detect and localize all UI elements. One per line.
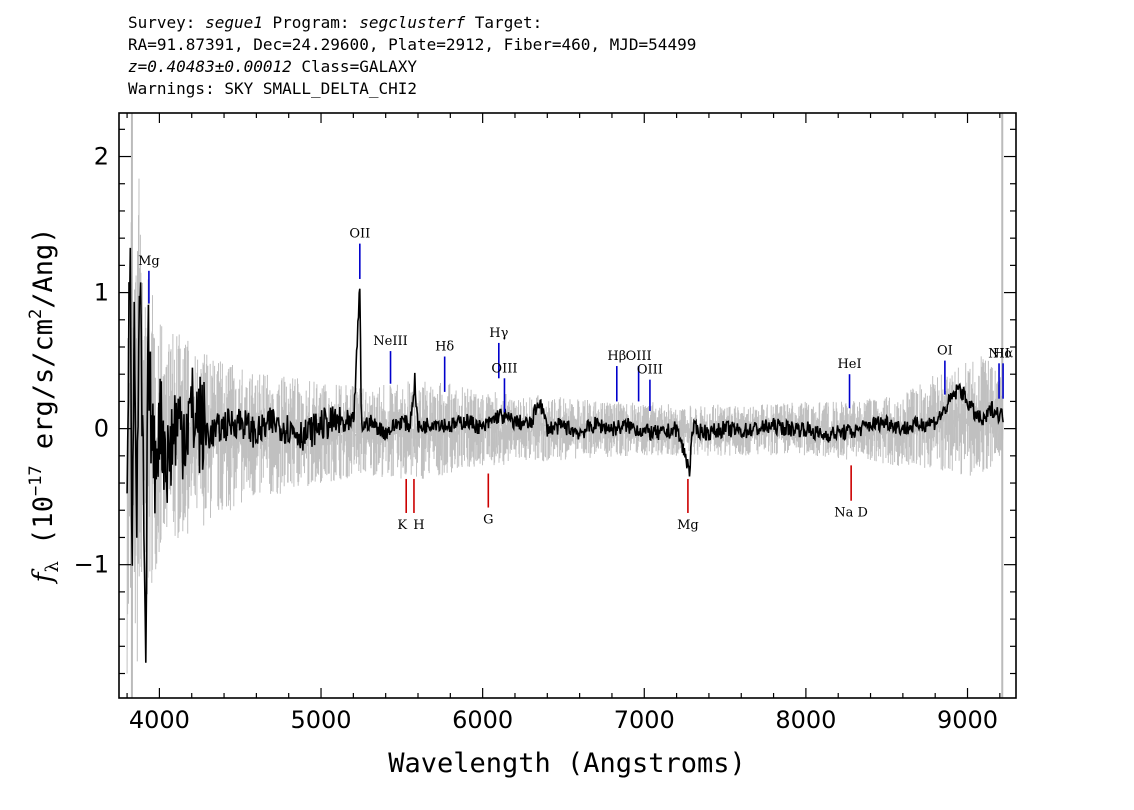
program-name: segclusterf <box>359 13 466 32</box>
svg-text:fλ (10−17 erg/s/cm2/Ang): fλ (10−17 erg/s/cm2/Ang) <box>26 227 63 584</box>
flux-line <box>126 247 1004 663</box>
target-label: Target: <box>465 13 543 32</box>
x-axis-label: Wavelength (Angstroms) <box>388 748 746 779</box>
header-coordinates-line: RA=91.87391, Dec=24.29600, Plate=2912, F… <box>128 35 697 54</box>
emission-label-10: OI <box>937 344 953 359</box>
emission-label-11: NII <box>988 346 1010 361</box>
emission-label-5: OIII <box>491 361 517 376</box>
redshift-value: z=0.40483±0.00012 <box>128 57 292 76</box>
y-tick-label-1: 0 <box>94 415 109 443</box>
emission-label-4: Hγ <box>489 326 508 341</box>
emission-label-2: NeIII <box>373 334 407 349</box>
x-tick-label-5000: 5000 <box>290 706 351 734</box>
header-warnings-line: Warnings: SKY SMALL_DELTA_CHI2 <box>128 79 417 98</box>
header-survey-line: Survey: segue1 Program: segclusterf Targ… <box>128 12 696 34</box>
program-prefix: Program: <box>262 13 360 32</box>
survey-name: segue1 <box>205 13 263 32</box>
x-tick-label-4000: 4000 <box>129 706 190 734</box>
absorption-label-4: Na D <box>834 506 868 521</box>
emission-label-6: Hβ <box>607 349 626 364</box>
y-axis-label: fλ (10−17 erg/s/cm2/Ang) <box>26 227 63 584</box>
spectrum-header: Survey: segue1 Program: segclusterf Targ… <box>128 12 696 100</box>
x-tick-label-9000: 9000 <box>937 706 998 734</box>
absorption-label-1: H <box>413 518 424 533</box>
flux-series <box>126 247 1004 663</box>
y-tick-label-2: 1 <box>94 279 109 307</box>
emission-label-0: Mg <box>138 254 160 269</box>
x-tick-label-8000: 8000 <box>775 706 836 734</box>
survey-prefix: Survey: <box>128 13 206 32</box>
noise-band <box>126 113 1004 698</box>
emission-label-7: OIII <box>626 349 652 364</box>
plot-frame <box>118 112 1017 699</box>
absorption-label-2: G <box>483 513 493 528</box>
header-class-line: z=0.40483±0.00012 Class=GALAXY <box>128 56 696 78</box>
emission-label-8: OIII <box>637 363 663 378</box>
emission-label-12: Hα <box>993 346 1013 361</box>
axis-ticks: 4000 5000 6000 7000 8000 9000 −1 0 1 2 <box>74 113 1016 734</box>
x-tick-label-7000: 7000 <box>614 706 675 734</box>
y-tick-label-0: −1 <box>74 551 109 579</box>
class-value: Class=GALAXY <box>291 57 417 76</box>
absorption-label-3: Mg <box>677 518 699 533</box>
emission-label-9: HeI <box>837 357 861 372</box>
x-tick-label-6000: 6000 <box>452 706 513 734</box>
emission-label-1: OII <box>349 227 370 242</box>
emission-label-3: Hδ <box>435 340 454 355</box>
absorption-label-0: K <box>397 518 407 533</box>
y-tick-label-3: 2 <box>94 143 109 171</box>
